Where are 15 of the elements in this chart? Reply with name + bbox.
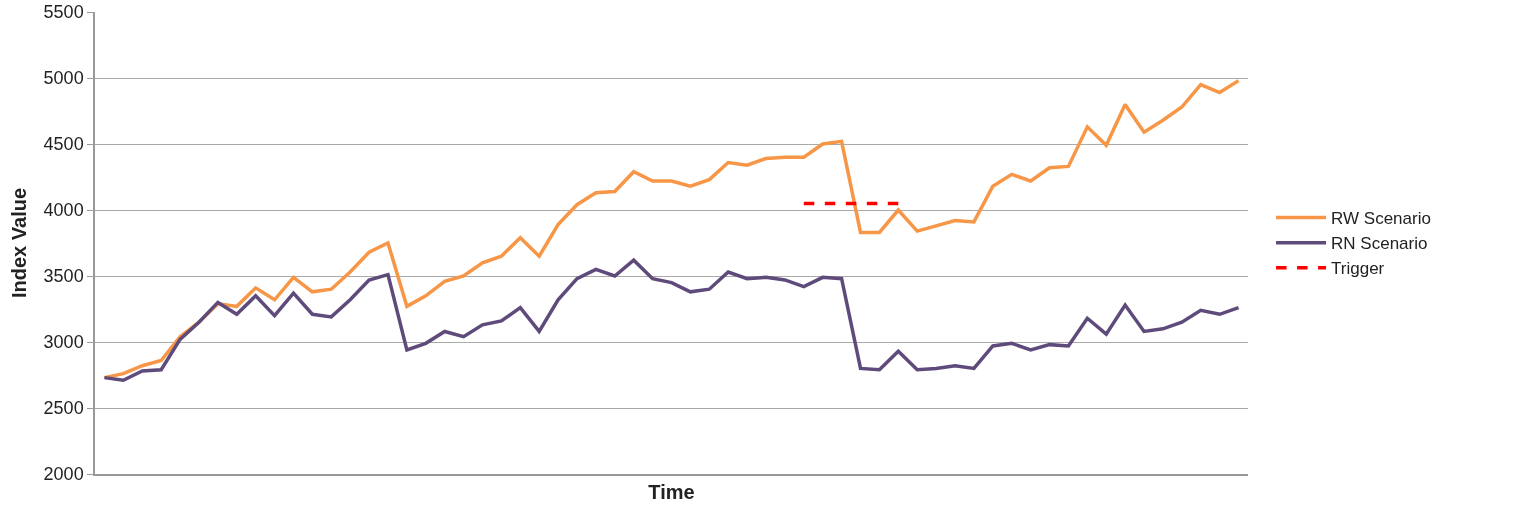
legend-label: RW Scenario [1331, 209, 1431, 229]
y-tick-label: 2000 [43, 464, 84, 485]
legend-label: RN Scenario [1331, 234, 1428, 254]
x-axis-title: Time [648, 480, 695, 503]
line-series [102, 78, 1241, 380]
y-tick-label: 2500 [43, 398, 84, 419]
y-axis-title: Index Value [7, 187, 30, 299]
y-tick-label: 3500 [43, 266, 84, 287]
y-tick-label: 3000 [43, 332, 84, 353]
y-tick-label: 5000 [43, 68, 84, 89]
y-tick-label: 4000 [43, 200, 84, 221]
y-tick-label: 4500 [43, 134, 84, 155]
y-tick-label: 5500 [43, 2, 84, 23]
line-series [102, 258, 1241, 383]
legend-label: Trigger [1331, 259, 1385, 279]
